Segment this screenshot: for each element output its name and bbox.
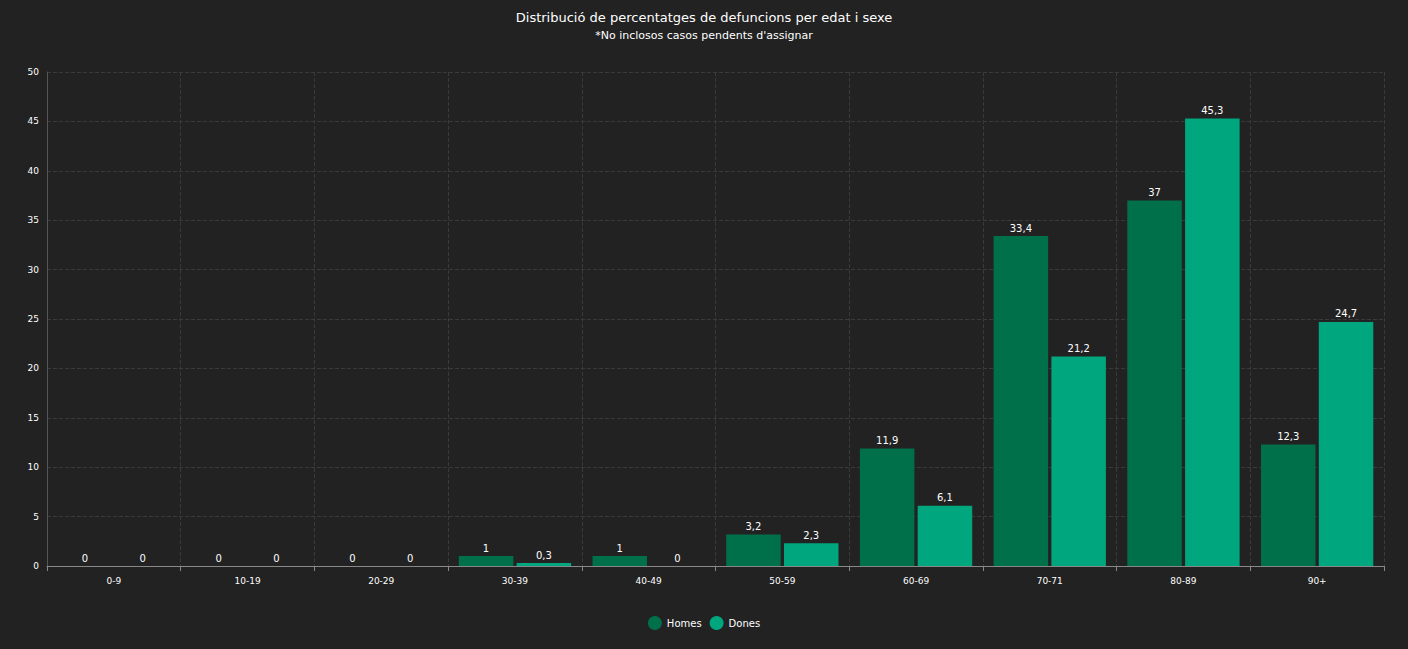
svg-text:11,9: 11,9 xyxy=(876,435,898,446)
svg-text:40-49: 40-49 xyxy=(636,576,662,586)
svg-text:25: 25 xyxy=(28,314,39,324)
svg-text:40: 40 xyxy=(28,166,40,176)
svg-text:12,3: 12,3 xyxy=(1277,431,1299,442)
svg-text:35: 35 xyxy=(28,215,39,225)
svg-text:0: 0 xyxy=(407,553,413,564)
svg-text:33,4: 33,4 xyxy=(1010,223,1032,234)
svg-text:30: 30 xyxy=(28,265,40,275)
svg-text:1: 1 xyxy=(617,543,623,554)
svg-text:Dones: Dones xyxy=(729,618,761,629)
svg-text:50: 50 xyxy=(28,67,40,77)
svg-text:*No inclosos casos pendents d': *No inclosos casos pendents d'assignar xyxy=(595,29,813,42)
svg-text:0: 0 xyxy=(140,553,146,564)
svg-text:2,3: 2,3 xyxy=(803,530,819,541)
svg-text:24,7: 24,7 xyxy=(1335,308,1357,319)
svg-text:Distribució de percentatges de: Distribució de percentatges de defuncion… xyxy=(516,10,892,25)
svg-text:0: 0 xyxy=(215,553,221,564)
svg-text:5: 5 xyxy=(33,512,39,522)
svg-text:80-89: 80-89 xyxy=(1170,576,1196,586)
svg-text:0: 0 xyxy=(674,553,680,564)
svg-text:30-39: 30-39 xyxy=(502,576,528,586)
svg-text:6,1: 6,1 xyxy=(937,492,953,503)
svg-text:45: 45 xyxy=(28,116,39,126)
svg-text:0-9: 0-9 xyxy=(106,576,121,586)
svg-text:20-29: 20-29 xyxy=(368,576,394,586)
svg-text:10: 10 xyxy=(28,462,40,472)
svg-text:45,3: 45,3 xyxy=(1201,105,1223,116)
svg-text:20: 20 xyxy=(28,363,40,373)
svg-text:0: 0 xyxy=(33,561,39,571)
svg-text:37: 37 xyxy=(1148,187,1161,198)
svg-text:50-59: 50-59 xyxy=(769,576,795,586)
svg-text:0,3: 0,3 xyxy=(536,550,552,561)
svg-text:Homes: Homes xyxy=(667,618,702,629)
svg-text:10-19: 10-19 xyxy=(234,576,260,586)
svg-text:60-69: 60-69 xyxy=(903,576,929,586)
svg-text:15: 15 xyxy=(28,413,39,423)
svg-text:0: 0 xyxy=(82,553,88,564)
svg-text:0: 0 xyxy=(273,553,279,564)
svg-text:1: 1 xyxy=(483,543,489,554)
svg-text:3,2: 3,2 xyxy=(746,521,762,532)
svg-text:70-71: 70-71 xyxy=(1037,576,1063,586)
svg-text:90+: 90+ xyxy=(1308,576,1327,586)
svg-text:21,2: 21,2 xyxy=(1068,343,1090,354)
svg-text:0: 0 xyxy=(349,553,355,564)
